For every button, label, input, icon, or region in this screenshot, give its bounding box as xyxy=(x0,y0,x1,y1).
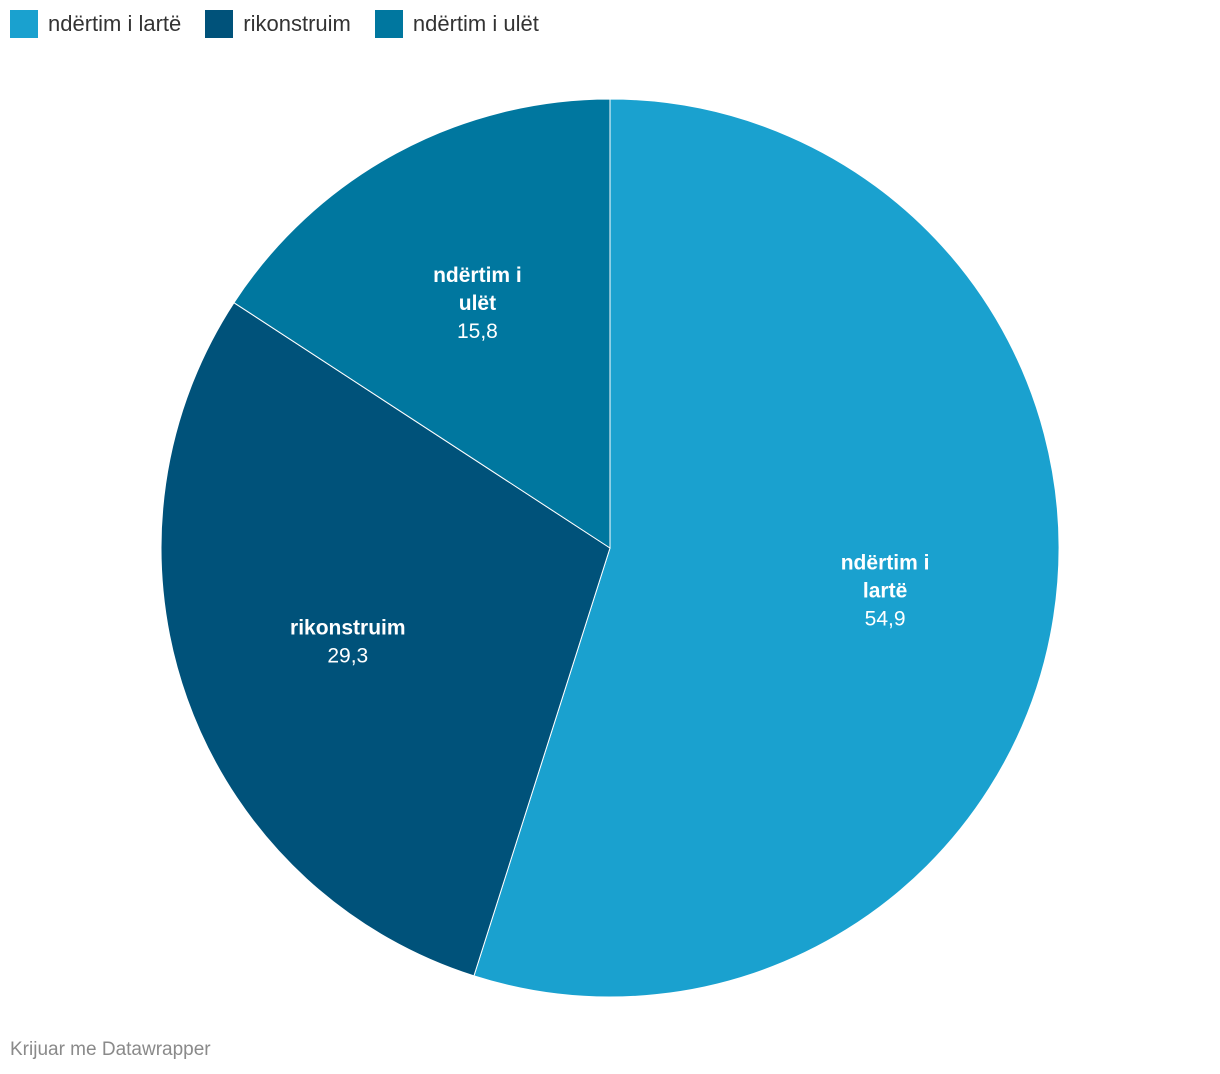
legend-swatch-ndertim-i-ulet xyxy=(374,10,403,38)
legend-swatch-ndertim-i-larte xyxy=(10,10,38,38)
slice-name-ndertim-i-larte-line-2: lartë xyxy=(863,580,907,603)
slice-name-ndertim-i-ulet-line-2: ulët xyxy=(459,292,496,315)
pie-slice-ndertim-i-larte xyxy=(473,98,1060,998)
legend-label-ndertim-i-ulet: ndërtim i ulët xyxy=(412,11,539,36)
slice-value-ndertim-i-larte: 54,9 xyxy=(865,608,906,631)
slice-labels: ndërtim i lartë 54,9 rikonstruim 29,3 ndërtim… xyxy=(290,264,929,667)
legend-item-rikonstruim: rikonstruim xyxy=(205,10,351,38)
legend-item-ndertim-i-ulet: ndërtim i ulët xyxy=(374,10,539,38)
legend-item-ndertim-i-larte: ndërtim i lartë xyxy=(10,10,181,38)
slice-label-rikonstruim: rikonstruim 29,3 xyxy=(290,616,406,667)
pie-slice-ndertim-i-ulet xyxy=(233,98,611,549)
legend: ndërtim i lartë rikonstruim ndërtim i ul… xyxy=(10,8,563,40)
slice-label-ndertim-i-ulet: ndërtim i ulët 15,8 xyxy=(433,264,522,343)
slice-value-ndertim-i-ulet: 15,8 xyxy=(457,320,498,343)
slice-label-ndertim-i-larte: ndërtim i lartë 54,9 xyxy=(841,552,930,631)
legend-label-ndertim-i-larte: ndërtim i lartë xyxy=(48,11,182,36)
slice-name-rikonstruim-line-1: rikonstruim xyxy=(290,616,406,639)
slice-name-ndertim-i-ulet-line-1: ndërtim i xyxy=(433,264,522,287)
legend-swatch-rikonstruim xyxy=(205,10,234,38)
slice-name-ndertim-i-larte-line-1: ndërtim i xyxy=(841,552,930,575)
slice-value-rikonstruim: 29,3 xyxy=(327,644,368,667)
footer-credit: Krijuar me Datawrapper xyxy=(10,1039,211,1060)
legend-label-rikonstruim: rikonstruim xyxy=(243,11,351,36)
pie-slice-rikonstruim xyxy=(160,301,611,977)
